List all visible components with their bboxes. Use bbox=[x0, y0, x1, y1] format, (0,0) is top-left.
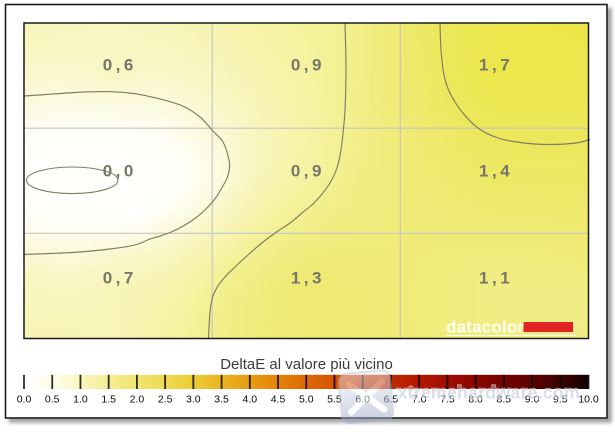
svg-text:4.0: 4.0 bbox=[242, 394, 257, 406]
svg-text:0,9: 0,9 bbox=[291, 162, 325, 181]
svg-text:5.0: 5.0 bbox=[299, 394, 314, 406]
svg-text:0.5: 0.5 bbox=[45, 394, 60, 406]
svg-text:2.0: 2.0 bbox=[130, 394, 145, 406]
svg-text:xtremehardware.com: xtremehardware.com bbox=[398, 383, 580, 403]
svg-text:5.5: 5.5 bbox=[327, 394, 342, 406]
svg-text:1.5: 1.5 bbox=[101, 394, 116, 406]
svg-text:1,1: 1,1 bbox=[479, 269, 513, 288]
svg-text:1,7: 1,7 bbox=[479, 56, 513, 75]
svg-text:8.5: 8.5 bbox=[497, 394, 512, 406]
svg-text:0.0: 0.0 bbox=[17, 394, 32, 406]
svg-text:9.0: 9.0 bbox=[525, 394, 540, 406]
svg-text:3.5: 3.5 bbox=[214, 394, 229, 406]
svg-text:0,6: 0,6 bbox=[103, 56, 137, 75]
svg-text:9.5: 9.5 bbox=[553, 394, 568, 406]
svg-text:1,4: 1,4 bbox=[479, 162, 513, 181]
svg-text:8.0: 8.0 bbox=[468, 394, 483, 406]
svg-text:3.0: 3.0 bbox=[186, 394, 201, 406]
svg-text:0,0: 0,0 bbox=[103, 162, 137, 181]
svg-text:10.0: 10.0 bbox=[578, 394, 599, 406]
svg-text:4.5: 4.5 bbox=[271, 394, 286, 406]
svg-text:DeltaE al valore più vicino: DeltaE al valore più vicino bbox=[220, 356, 393, 373]
svg-text:datacolor: datacolor bbox=[446, 318, 525, 337]
svg-text:2.5: 2.5 bbox=[158, 394, 173, 406]
svg-text:7.5: 7.5 bbox=[440, 394, 455, 406]
svg-text:0,9: 0,9 bbox=[291, 56, 325, 75]
svg-text:1,3: 1,3 bbox=[291, 269, 325, 288]
svg-text:0,7: 0,7 bbox=[103, 269, 137, 288]
svg-text:7.0: 7.0 bbox=[412, 394, 427, 406]
svg-text:1.0: 1.0 bbox=[73, 394, 88, 406]
